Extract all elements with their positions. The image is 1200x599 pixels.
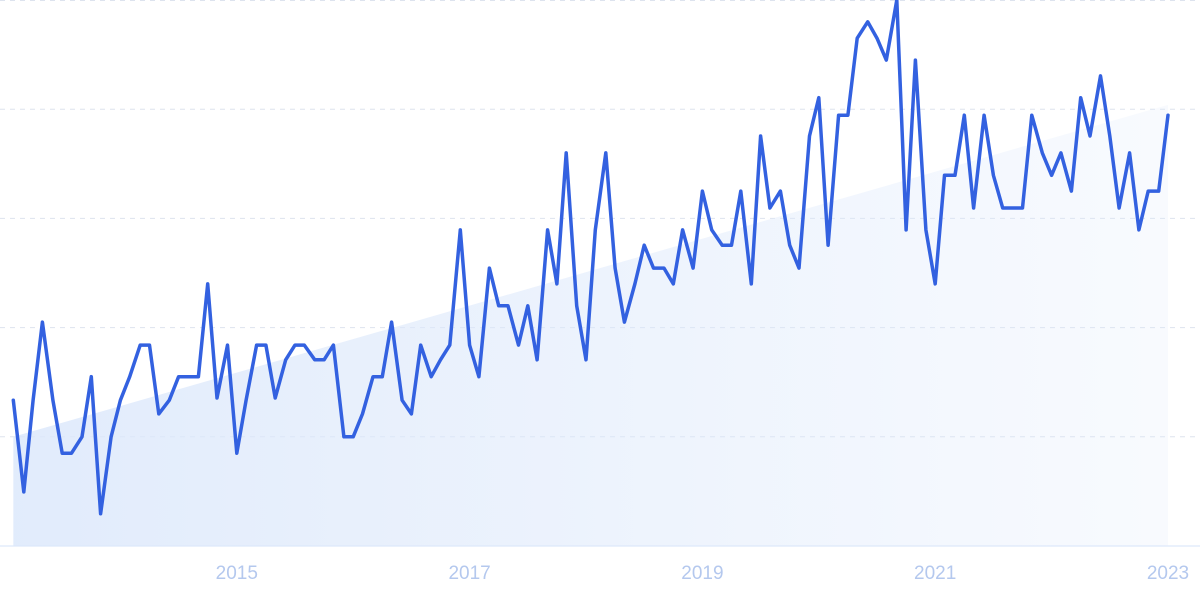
x-tick-label: 2015 [216,563,258,584]
x-tick-label: 2017 [448,563,490,584]
x-tick-label: 2021 [914,563,956,584]
trend-area [13,104,1168,546]
x-tick-label: 2023 [1147,563,1189,584]
x-tick-label: 2019 [681,563,723,584]
data-line [11,0,1170,516]
